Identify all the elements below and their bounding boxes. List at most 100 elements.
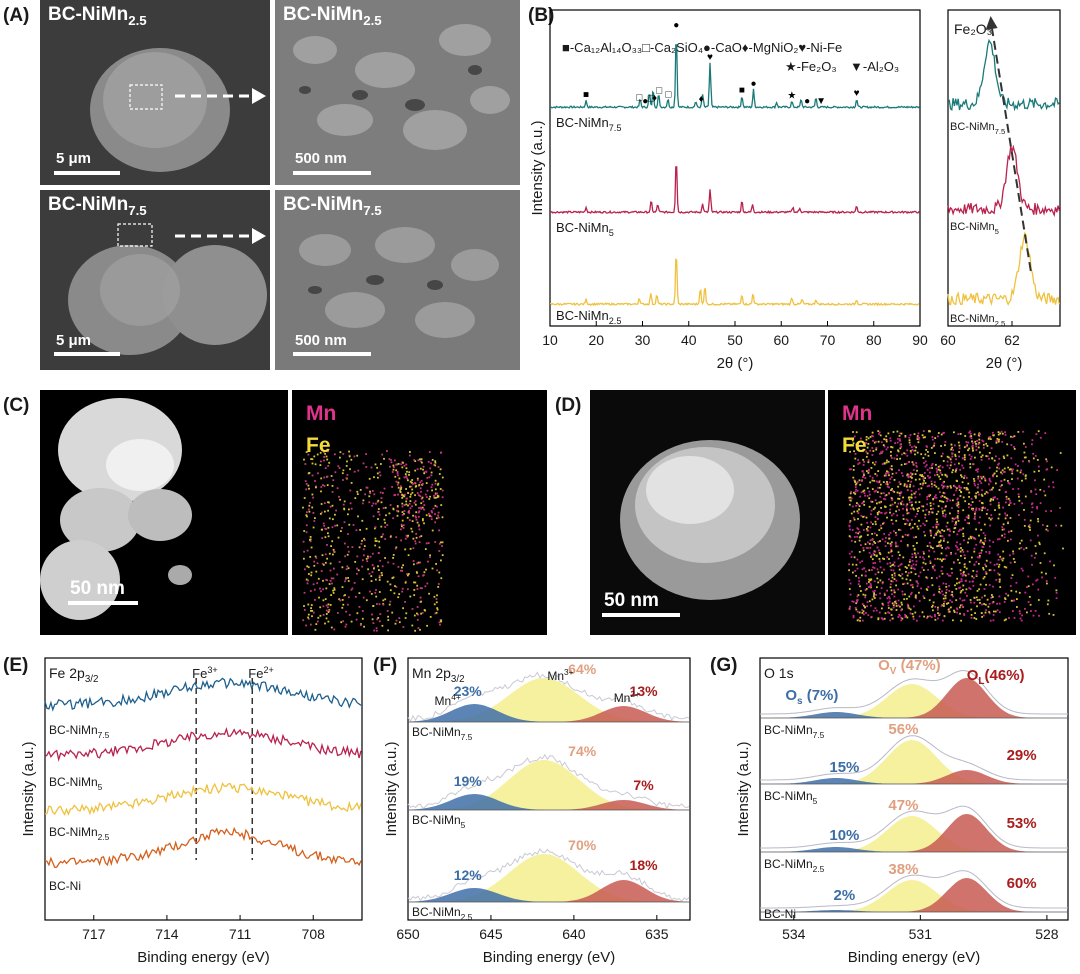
eds-dot <box>323 459 325 462</box>
eds-dot <box>946 474 948 477</box>
eds-dot <box>856 502 858 504</box>
eds-dot <box>890 465 893 467</box>
eds-dot <box>973 563 976 566</box>
eds-dot <box>857 528 860 530</box>
eds-dot <box>997 558 1000 561</box>
eds-dot <box>438 529 440 532</box>
eds-dot <box>900 463 903 466</box>
eds-dot <box>872 508 875 511</box>
eds-dot <box>326 475 329 478</box>
eds-dot <box>1040 571 1043 574</box>
eds-dot <box>892 431 895 433</box>
eds-dot <box>967 441 970 444</box>
eds-dot <box>403 504 406 506</box>
eds-dot <box>971 447 974 449</box>
eds-dot <box>886 589 888 592</box>
eds-dot <box>900 540 902 542</box>
eds-dot <box>909 501 911 504</box>
eds-dot <box>960 619 962 622</box>
eds-dot <box>405 534 408 537</box>
eds-dot <box>871 543 874 546</box>
eds-dot <box>886 483 889 486</box>
eds-dot <box>1050 466 1053 469</box>
eds-dot <box>890 608 892 611</box>
eds-dot <box>416 618 419 621</box>
eds-dot <box>980 477 983 480</box>
eds-dot <box>889 586 892 589</box>
eds-dot <box>970 455 973 458</box>
eds-dot <box>433 463 436 466</box>
eds-dot <box>943 602 945 605</box>
eds-dot <box>416 612 418 615</box>
sample-label-main: BC-NiMn <box>764 789 813 803</box>
plot-title: Fe 2p3/2 <box>49 665 98 685</box>
eds-dot <box>376 603 378 605</box>
eds-dot <box>977 491 979 494</box>
eds-dot <box>891 522 894 525</box>
eds-dot <box>979 516 981 519</box>
eds-dot <box>929 615 931 618</box>
eds-dot <box>901 535 904 538</box>
eds-dot <box>428 451 431 453</box>
eds-dot <box>929 467 931 470</box>
eds-dot <box>950 567 953 570</box>
eds-dot <box>959 597 961 600</box>
eds-dot <box>411 624 414 627</box>
eds-dot <box>878 433 880 435</box>
eds-dot <box>377 476 379 479</box>
eds-dot <box>979 451 981 454</box>
eds-dot <box>861 609 864 611</box>
eds-dot <box>974 538 977 540</box>
eds-dot <box>941 590 943 593</box>
eds-dot <box>938 475 940 478</box>
eds-dot <box>973 596 976 599</box>
eds-dot <box>312 512 315 514</box>
eds-dot <box>1018 514 1020 516</box>
eds-dot <box>346 474 349 476</box>
eds-dot <box>380 572 383 574</box>
eds-dot <box>858 462 861 464</box>
eds-dot <box>995 440 998 443</box>
eds-dot <box>941 507 943 510</box>
eds-dot <box>1008 617 1010 619</box>
eds-dot <box>955 469 957 471</box>
eds-dot <box>948 610 951 613</box>
eds-dot <box>323 524 326 527</box>
eds-dot <box>940 552 943 555</box>
eds-dot <box>328 552 331 555</box>
eds-dot <box>939 535 942 537</box>
eds-dot <box>303 591 306 594</box>
eds-dot <box>914 453 916 456</box>
eds-dot <box>939 532 942 534</box>
eds-dot <box>990 498 993 500</box>
eds-dot <box>956 582 958 585</box>
eds-dot <box>954 470 957 473</box>
eds-dot <box>978 521 980 524</box>
eds-dot <box>356 493 359 495</box>
series-label: BC-NiMn5 <box>556 220 614 238</box>
eds-dot <box>324 452 326 455</box>
eds-dot <box>329 579 332 582</box>
eds-dot <box>348 523 351 526</box>
eds-dot <box>1011 478 1013 480</box>
eds-dot <box>985 559 988 562</box>
eds-dot <box>923 597 926 599</box>
pct-ol: 29% <box>1007 747 1037 764</box>
eds-dot <box>440 559 442 562</box>
eds-dot <box>879 511 882 514</box>
eds-dot <box>924 516 926 519</box>
eds-dot <box>1003 471 1005 473</box>
eds-dot <box>369 492 372 494</box>
eds-dot <box>887 472 890 474</box>
eds-dot <box>915 446 917 449</box>
eds-dot <box>380 536 383 538</box>
eds-dot <box>863 492 866 495</box>
eds-dot <box>403 510 406 512</box>
eds-dot <box>956 533 959 536</box>
eds-dot <box>397 481 400 484</box>
eds-dot <box>914 573 917 575</box>
eds-dot <box>434 493 437 496</box>
eds-dot <box>968 587 971 589</box>
eds-dot <box>904 613 906 616</box>
eds-dot <box>982 577 985 580</box>
